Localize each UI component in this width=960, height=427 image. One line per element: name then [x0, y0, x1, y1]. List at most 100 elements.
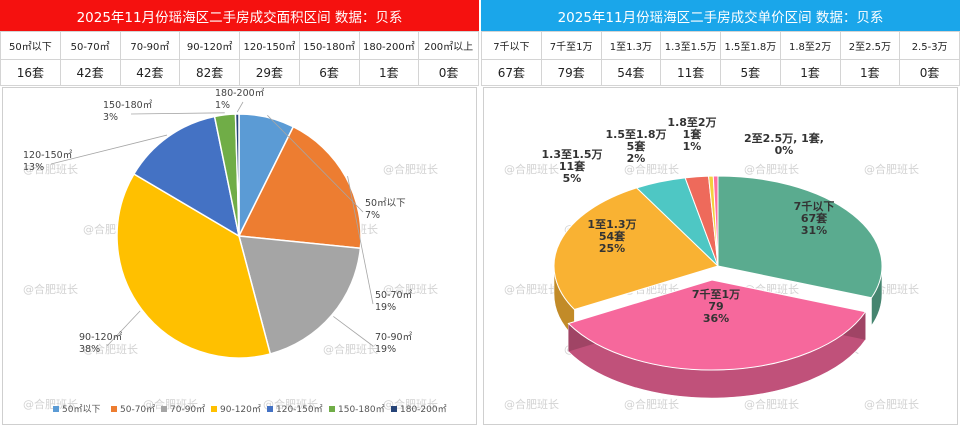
pie-slice: [116, 172, 272, 359]
legend-label: 50㎡以下: [62, 404, 100, 415]
area-title: 2025年11月份瑶海区二手房成交面积区间 数据：贝系: [0, 0, 479, 31]
right-range-1: 7千至1万: [540, 31, 602, 60]
left-count-1: 42套: [59, 59, 121, 86]
slice-label: 54套: [599, 229, 626, 243]
right-count-5: 1套: [779, 59, 841, 86]
watermark-text: @合肥班长: [744, 397, 799, 411]
right-count-4: 5套: [720, 59, 781, 86]
slice-label-name: 120-150㎡: [23, 150, 73, 161]
watermark-text: @合肥班长: [23, 162, 78, 176]
leader-line: [347, 175, 374, 305]
slice-label-pct: 19%: [375, 344, 396, 355]
watermark-text: @合肥班长: [504, 282, 559, 296]
slice-label-name: 90-120㎡: [79, 332, 123, 343]
leader-line: [236, 101, 244, 113]
right-range-5: 1.8至2万: [779, 31, 841, 60]
legend: 50㎡以下 50-70㎡ 70-90㎡ 90-120㎡ 120-150㎡ 150-180㎡…: [53, 404, 447, 415]
price-chart-frame: @合肥班长 @合肥班长 @合肥班长 @合肥班长 @合肥班长 @合肥班长 @合肥班长 @合肥班长…: [483, 87, 958, 425]
slice-label: 2%: [627, 152, 646, 165]
slice-label: 0%: [775, 144, 794, 157]
price-panel: 2025年11月份瑶海区二手房成交单价区间 数据：贝系 7千以下 7千至1万 1至1…: [481, 0, 960, 427]
pie-slice: [237, 125, 362, 250]
slice-label: 11套: [559, 159, 586, 173]
slice-label-name: 180-200㎡: [215, 88, 265, 99]
watermark-text: @合肥班长: [323, 342, 378, 356]
slice-label: 1.8至2万: [667, 116, 716, 129]
left-count-0: 16套: [0, 59, 61, 86]
slice-label-pct: 1%: [215, 100, 230, 111]
slice-label-pct: 3%: [103, 112, 118, 123]
left-range-0: 50㎡以下: [0, 31, 61, 60]
slice-label-name: 150-180㎡: [103, 100, 153, 111]
slice-label-name: 50-70㎡: [375, 290, 413, 301]
watermark-text: @合肥班长: [143, 397, 198, 411]
legend-label: 180-200㎡: [400, 404, 447, 415]
left-range-2: 70-90㎡: [119, 31, 181, 60]
legend-swatch: [161, 406, 167, 412]
slice-label: 67套: [801, 211, 828, 225]
slice-label: 5套: [627, 139, 647, 153]
leader-line: [50, 134, 168, 165]
right-count-3: 11套: [660, 59, 721, 86]
right-count-6: 1套: [839, 59, 901, 86]
legend-label: 150-180㎡: [338, 404, 385, 415]
right-range-4: 1.5至1.8万: [720, 31, 781, 60]
slice-label-pct: 13%: [23, 162, 44, 173]
slice-label: 1%: [683, 140, 702, 153]
pie-slice: [237, 235, 362, 355]
left-count-4: 29套: [239, 59, 300, 86]
slice-label: 36%: [703, 312, 729, 325]
watermark-text: @合肥班长: [383, 282, 438, 296]
area-chart-frame: @合肥班长 @合肥班长 @合肥班长 @合肥班长 @合肥班长 @合肥班长 @合肥班长 @合肥班长…: [2, 87, 477, 425]
slice-label: 7千以下: [794, 199, 835, 213]
right-range-7: 2.5-3万: [899, 31, 960, 60]
leader-line: [333, 316, 374, 347]
right-range-2: 1至1.3万: [600, 31, 662, 60]
legend-label: 70-90㎡: [170, 404, 205, 415]
right-count-7: 0套: [899, 59, 960, 86]
watermark-text: @合肥班长: [263, 397, 318, 411]
left-count-7: 0套: [418, 59, 479, 86]
legend-label: 90-120㎡: [220, 404, 261, 415]
right-count-1: 79套: [540, 59, 602, 86]
legend-swatch: [391, 406, 397, 412]
slice-label: 7千至1万: [692, 287, 740, 301]
right-count-2: 54套: [600, 59, 662, 86]
left-count-2: 42套: [119, 59, 181, 86]
legend-swatch: [211, 406, 217, 412]
slice-label: 79: [708, 300, 723, 313]
slice-label: 1.3至1.5万: [542, 148, 603, 161]
left-range-4: 120-150㎡: [239, 31, 300, 60]
watermark-text: @合肥班长: [83, 342, 138, 356]
pie-slice: [234, 113, 240, 237]
slice-label: 1至1.3万: [587, 218, 636, 231]
right-range-6: 2至2.5万: [839, 31, 901, 60]
watermark-text: @合肥班长: [23, 397, 78, 411]
slice-label-pct: 7%: [365, 210, 380, 221]
right-range-3: 1.3至1.5万: [660, 31, 721, 60]
slice-label: 2至2.5万, 1套,: [744, 131, 824, 145]
price-title: 2025年11月份瑶海区二手房成交单价区间 数据：贝系: [481, 0, 960, 31]
right-count-0: 67套: [481, 59, 542, 86]
watermark-text: @合肥班长: [383, 162, 438, 176]
slice-label-name: 50㎡以下: [365, 198, 406, 209]
slice-label-pct: 19%: [375, 302, 396, 313]
pie-slice: [132, 115, 241, 238]
watermark-text: @合肥班长: [504, 162, 559, 176]
right-range-0: 7千以下: [481, 31, 542, 60]
watermark-text: @合肥班长: [744, 162, 799, 176]
leader-line: [267, 115, 364, 213]
watermark-text: @合肥班长: [864, 162, 919, 176]
slice-label-pct: 38%: [79, 344, 100, 355]
price-pie-chart: @合肥班长 @合肥班长 @合肥班长 @合肥班长 @合肥班长 @合肥班长 @合肥班长 @合肥班长…: [504, 116, 919, 411]
watermark-text: @合肥班长: [504, 397, 559, 411]
left-range-1: 50-70㎡: [59, 31, 121, 60]
watermark-text: @合肥班长: [864, 397, 919, 411]
pie-slice: [553, 187, 719, 311]
slice-label: 1.5至1.8万: [606, 128, 667, 141]
pie-slice: [717, 175, 883, 299]
leader-line: [106, 310, 141, 347]
left-range-6: 180-200㎡: [358, 31, 420, 60]
area-pie-chart: @合肥班长 @合肥班长 @合肥班长 @合肥班长 @合肥班长 @合肥班长 @合肥班长 @合肥班长…: [23, 88, 447, 415]
left-range-3: 90-120㎡: [179, 31, 240, 60]
